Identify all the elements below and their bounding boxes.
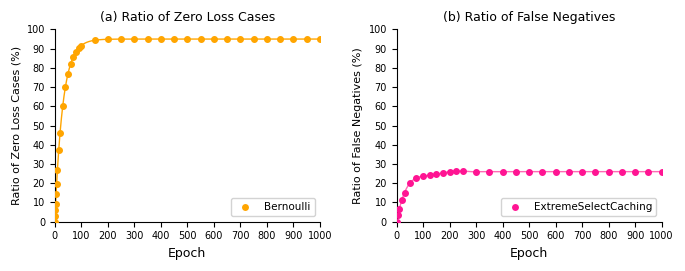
- Y-axis label: Ratio of False Negatives (%): Ratio of False Negatives (%): [353, 47, 363, 204]
- X-axis label: Epoch: Epoch: [169, 247, 206, 260]
- Legend: ExtremeSelectCaching: ExtremeSelectCaching: [501, 198, 656, 217]
- Y-axis label: Ratio of Zero Loss Cases (%): Ratio of Zero Loss Cases (%): [11, 46, 21, 205]
- X-axis label: Epoch: Epoch: [510, 247, 548, 260]
- Title: (a) Ratio of Zero Loss Cases: (a) Ratio of Zero Loss Cases: [100, 11, 275, 24]
- Title: (b) Ratio of False Negatives: (b) Ratio of False Negatives: [443, 11, 615, 24]
- Legend: Bernoulli: Bernoulli: [231, 198, 314, 217]
